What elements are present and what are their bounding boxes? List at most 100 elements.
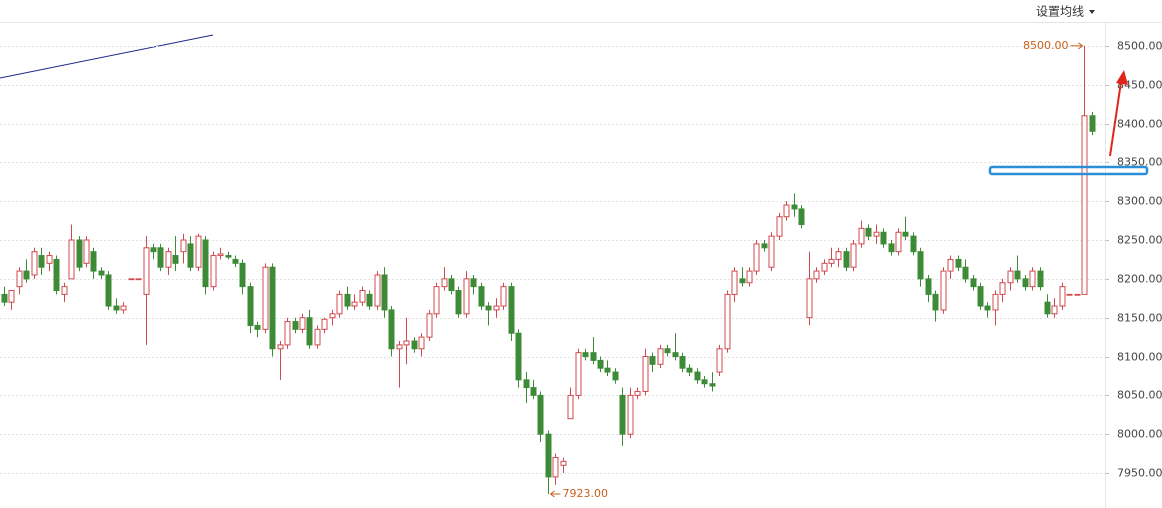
candle-body (426, 313, 433, 338)
candle-body (970, 278, 977, 288)
candle-body (433, 286, 440, 315)
candle-body (1059, 286, 1066, 307)
candle-body (493, 305, 500, 311)
candle-body (165, 251, 172, 268)
candle-body (128, 278, 135, 281)
candle-body (940, 270, 947, 311)
candle-body (545, 433, 552, 478)
candle-body (619, 394, 626, 435)
candle-body (716, 348, 723, 373)
y-tick-label: 8250.00 (1117, 234, 1162, 247)
candle-body (560, 460, 567, 466)
candle-body (679, 356, 686, 369)
candle-body (552, 457, 559, 478)
candle-body (508, 286, 515, 334)
candle-body (299, 317, 306, 330)
candle-body (277, 344, 284, 350)
candle-body (1066, 293, 1073, 296)
candle-body (292, 321, 299, 330)
candle-body (351, 301, 358, 307)
candle-body (157, 247, 164, 268)
candle-body (515, 332, 522, 381)
candle-body (411, 340, 418, 350)
candle-body (664, 348, 671, 354)
candle-body (247, 286, 254, 326)
candle-body (1022, 278, 1029, 288)
annotation-label: 7923.00 (563, 487, 609, 500)
candle-body (329, 313, 336, 319)
y-tick-label: 8150.00 (1117, 312, 1162, 325)
candle-body (1037, 270, 1044, 288)
candle-body (344, 293, 351, 307)
y-tick-label: 8000.00 (1117, 428, 1162, 441)
candle-body (947, 258, 954, 272)
candle-body (53, 258, 60, 292)
candle-body (23, 270, 30, 280)
candle-body (739, 278, 746, 284)
candle-body (1089, 115, 1096, 132)
candle-body (649, 356, 656, 365)
candle-body (366, 293, 373, 307)
annotation-arrowhead (549, 490, 555, 498)
candle-body (187, 243, 194, 268)
candle-body (38, 255, 45, 268)
candle-body (992, 293, 999, 311)
candle-body (76, 239, 83, 268)
candle-body (709, 383, 716, 387)
candle-body (1, 293, 8, 303)
candle-body (105, 274, 112, 307)
plot: 7950.00 8000.00 8050.00 8100.00 8150.00 8200.… (0, 23, 1162, 508)
candle-body (895, 231, 902, 253)
candle-body (388, 309, 395, 350)
candle-body (932, 293, 939, 311)
candle-body (98, 270, 105, 276)
candle-body (90, 251, 97, 272)
candle-body (1029, 270, 1036, 288)
y-tick-label: 8350.00 (1117, 156, 1162, 169)
y-tick-label: 7950.00 (1117, 467, 1162, 480)
candle-body (917, 251, 924, 280)
candle-body (575, 352, 582, 396)
candle-body (239, 262, 246, 288)
candle-body (306, 317, 313, 346)
candle-body (120, 305, 127, 311)
candle-body (470, 278, 477, 288)
candle-body (418, 336, 425, 350)
candle-body (925, 278, 932, 295)
candle-body (590, 352, 597, 361)
candle-body (537, 394, 544, 435)
candle-body (1014, 270, 1021, 280)
candle-body (463, 278, 470, 315)
candle-body (150, 247, 157, 253)
ma-settings-button[interactable]: 设置均线 (1036, 5, 1084, 19)
candle-body (46, 255, 53, 264)
candle-body (210, 255, 217, 288)
candle-body (1044, 301, 1051, 315)
candle-body (813, 270, 820, 280)
candle-body (1074, 293, 1081, 296)
candle-body (783, 204, 790, 218)
candle-body (768, 235, 775, 268)
candle-body (284, 321, 291, 346)
candle-body (806, 278, 813, 319)
candle-body (612, 371, 619, 381)
candle-body (746, 270, 753, 284)
y-tick-label: 8500.00 (1117, 40, 1162, 53)
dropdown-arrow[interactable] (1089, 10, 1095, 14)
candle-body (500, 286, 507, 307)
candle-body (873, 231, 880, 237)
candle-body (977, 286, 984, 307)
y-tick-label: 8100.00 (1117, 351, 1162, 364)
candle-body (16, 270, 23, 288)
candle-body (843, 251, 850, 268)
candle-body (672, 352, 679, 358)
candle-body (798, 208, 805, 225)
candle-body (396, 344, 403, 350)
candle-body (694, 371, 701, 381)
candle-body (686, 367, 693, 373)
candle-body (701, 379, 708, 385)
y-tick-label: 8050.00 (1117, 389, 1162, 402)
y-tick-label: 8300.00 (1117, 195, 1162, 208)
